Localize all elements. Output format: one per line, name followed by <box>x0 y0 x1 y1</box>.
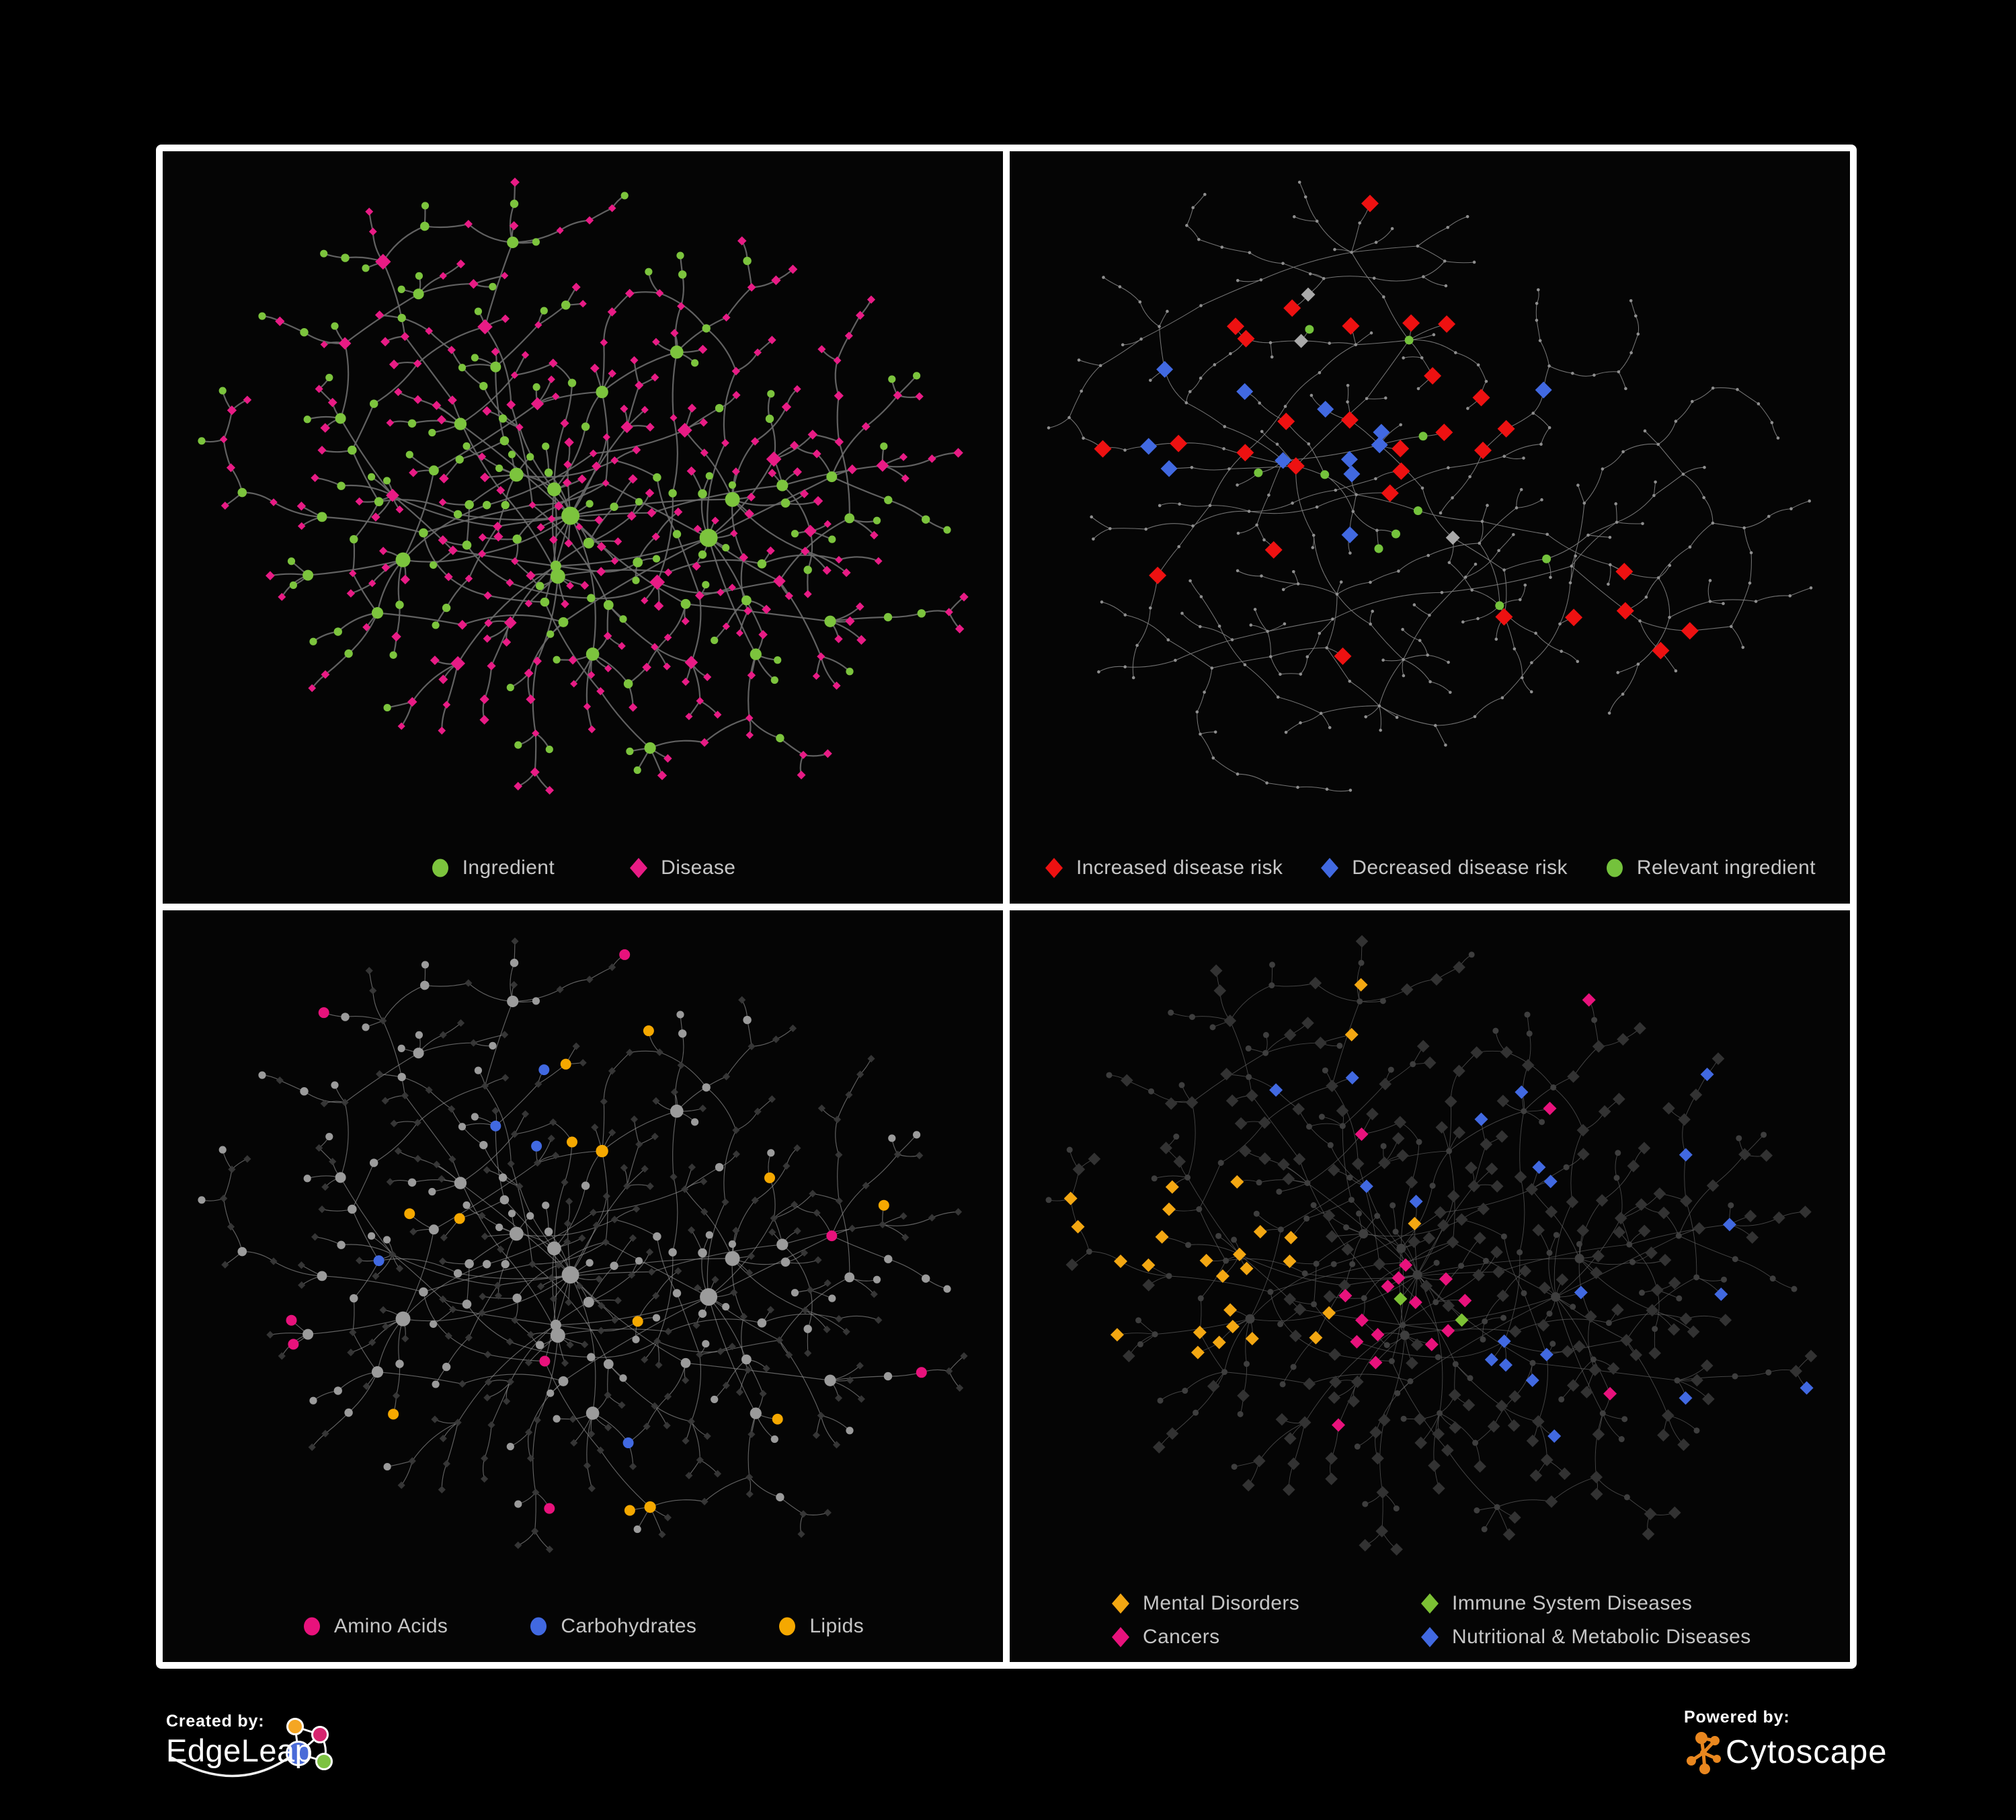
legend-item-amino-acids: Amino Acids <box>302 1615 448 1638</box>
created-by-label: Created by: <box>166 1712 265 1731</box>
amino-acids-swatch-icon <box>303 1617 320 1636</box>
legend-label: Carbohydrates <box>561 1615 697 1637</box>
legend-disease-risk: Increased disease risk Decreased disease… <box>1010 857 1850 879</box>
legend-item-mental-disorders: Mental Disorders <box>1111 1592 1420 1615</box>
legend-label: Increased disease risk <box>1076 856 1283 879</box>
ingredient-disease-network-graph <box>198 177 969 795</box>
legend-label: Decreased disease risk <box>1352 856 1568 879</box>
legend-nutrient-classes: Amino Acids Carbohydrates Lipids <box>163 1615 1003 1638</box>
increased-risk-swatch-icon <box>1045 857 1063 878</box>
disease-risk-network-graph <box>1047 180 1813 792</box>
legend-item-immune-system-diseases: Immune System Diseases <box>1420 1592 1751 1615</box>
figure-grid: Ingredient Disease Increased disease ris… <box>156 145 1857 1669</box>
decreased-risk-swatch-icon <box>1321 857 1339 878</box>
carbohydrates-swatch-icon <box>530 1617 547 1636</box>
legend-label: Lipids <box>809 1615 864 1637</box>
ingredient-swatch-icon <box>432 859 448 877</box>
nutrient-classes-network-graph <box>198 937 968 1553</box>
cytoscape-logo-icon <box>1687 1732 1721 1774</box>
legend-item-carbohydrates: Carbohydrates <box>528 1615 696 1638</box>
legend-label: Cancers <box>1143 1626 1220 1648</box>
legend-item-cancers: Cancers <box>1111 1626 1420 1649</box>
legend-item-decreased-risk: Decreased disease risk <box>1320 857 1568 879</box>
edgeleap-logo-icon <box>171 1718 333 1778</box>
disease-categories-network-graph <box>1045 935 1818 1556</box>
mental-disorders-swatch-icon <box>1112 1593 1129 1614</box>
legend-label: Nutritional & Metabolic Diseases <box>1452 1626 1751 1648</box>
legend-label: Disease <box>661 856 736 879</box>
panel-disease-categories: Mental Disorders Immune System Diseases … <box>1010 910 1850 1662</box>
edgeleap-branding: Created by: EdgeLeap <box>166 1712 583 1813</box>
edgeleap-wordmark: EdgeLeap <box>166 1733 313 1768</box>
legend-label: Ingredient <box>462 856 555 879</box>
legend-disease-categories: Mental Disorders Immune System Diseases … <box>1111 1592 1751 1649</box>
legend-ingredient-disease: Ingredient Disease <box>163 857 1003 879</box>
cancers-swatch-icon <box>1112 1627 1129 1647</box>
panel-disease-risk: Increased disease risk Decreased disease… <box>1010 151 1850 904</box>
legend-item-ingredient: Ingredient <box>430 857 555 879</box>
immune-system-diseases-swatch-icon <box>1421 1593 1439 1614</box>
legend-label: Relevant ingredient <box>1636 856 1816 879</box>
cytoscape-wordmark: Cytoscape <box>1726 1734 1888 1770</box>
panel-nutrient-classes: Amino Acids Carbohydrates Lipids <box>163 910 1003 1662</box>
cytoscape-branding: Powered by: Cytoscape <box>1684 1708 1966 1802</box>
legend-item-increased-risk: Increased disease risk <box>1044 857 1283 879</box>
nutritional-metabolic-diseases-swatch-icon <box>1421 1627 1439 1647</box>
legend-label: Immune System Diseases <box>1452 1592 1693 1614</box>
legend-item-nutritional-metabolic-diseases: Nutritional & Metabolic Diseases <box>1420 1626 1751 1649</box>
relevant-ingredient-swatch-icon <box>1606 859 1623 877</box>
legend-item-lipids: Lipids <box>777 1615 864 1638</box>
legend-item-relevant-ingredient: Relevant ingredient <box>1605 857 1816 879</box>
legend-item-disease: Disease <box>629 857 735 879</box>
panel-ingredient-disease: Ingredient Disease <box>163 151 1003 904</box>
lipids-swatch-icon <box>779 1617 796 1636</box>
powered-by-label: Powered by: <box>1684 1708 1790 1727</box>
legend-label: Mental Disorders <box>1143 1592 1300 1614</box>
disease-swatch-icon <box>630 857 648 878</box>
legend-label: Amino Acids <box>333 1615 448 1637</box>
